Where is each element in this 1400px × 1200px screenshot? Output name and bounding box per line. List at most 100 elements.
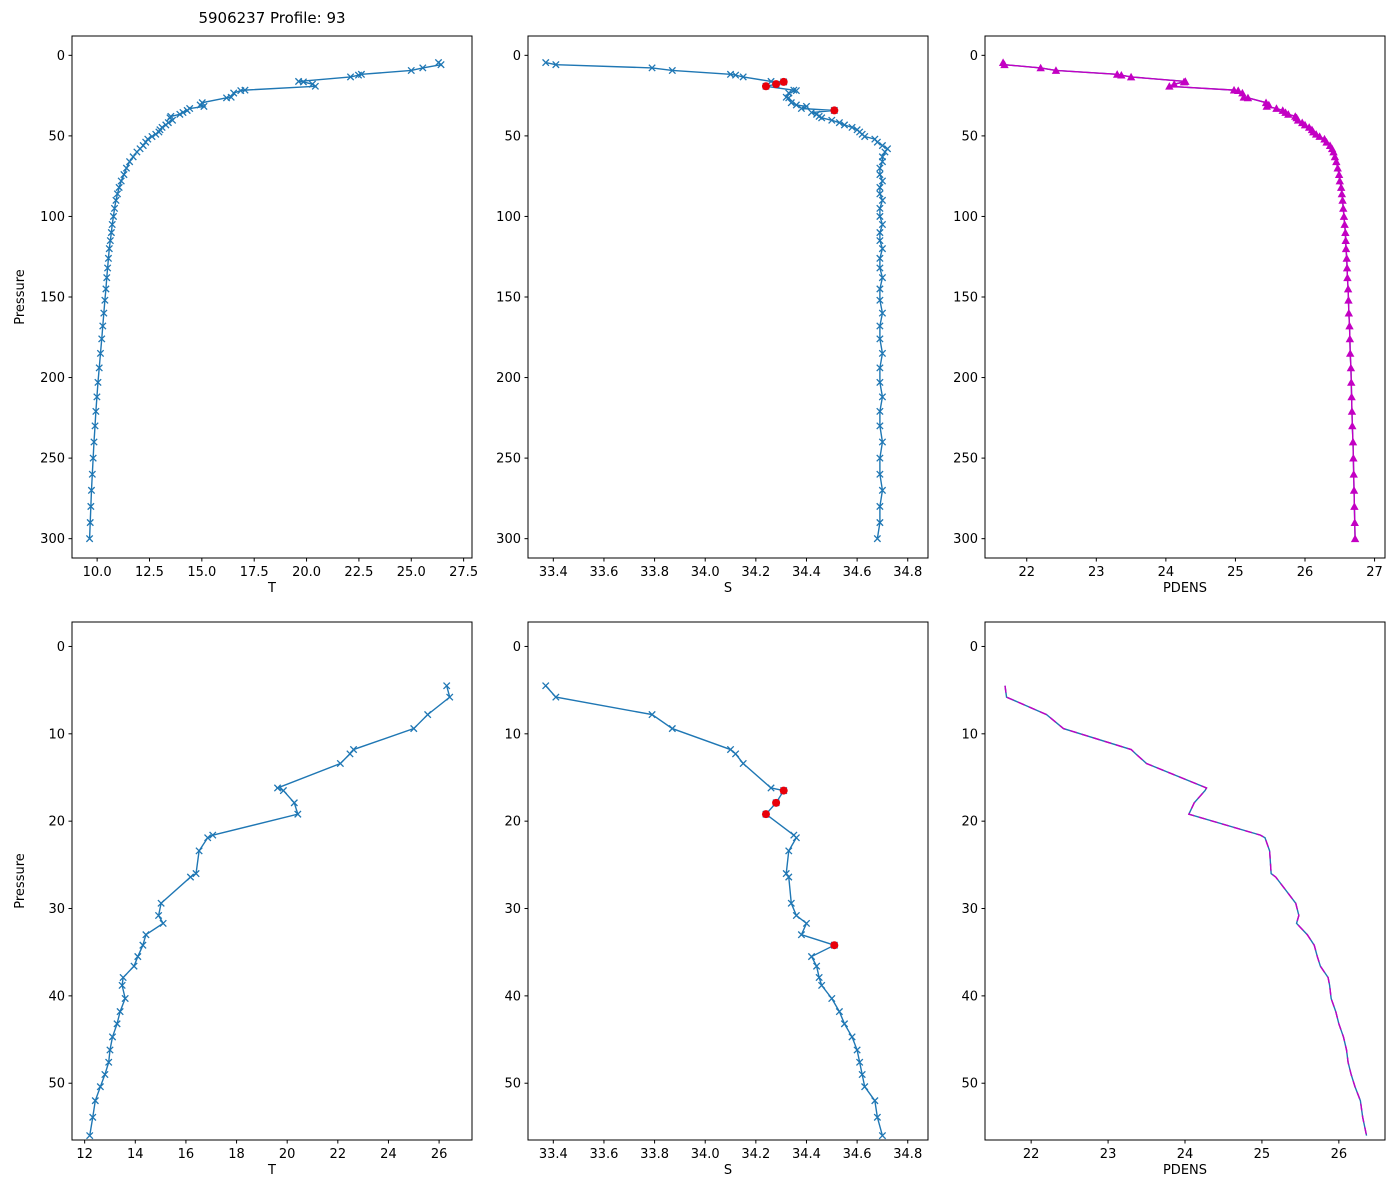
x-marker [815,973,823,982]
chart-svg-temperature-zoom: 12 14 16 18 20 22 24 26 0 10 20 30 40 50 T Pressure [13,621,473,1178]
x-marker [112,196,120,204]
x-tick-label: 16 [178,1147,195,1162]
triangle-marker [1234,86,1243,95]
triangle-marker [1350,518,1359,526]
x-marker [840,1020,849,1028]
x-tick-label: 34.6 [843,1147,872,1162]
x-tick-label: 34.6 [843,565,872,580]
triangle-marker [1333,163,1342,172]
triangle-marker [1342,263,1352,272]
x-tick-label: 25 [1254,1147,1271,1162]
y-tick-label: 30 [48,902,65,917]
series-line-pdens-magenta [1004,685,1368,1136]
triangle-marker [1315,132,1324,140]
panel-salinity-full: 33.4 33.6 33.8 34.0 34.2 34.4 34.6 34.8 0 50 100 15… [456,0,942,604]
x-marker [186,873,195,881]
x-marker [790,86,798,94]
x-marker [878,158,887,166]
x-marker [142,931,150,939]
x-tick-label: 24 [380,1147,397,1162]
x-marker [299,78,308,86]
x-marker [542,58,550,67]
panel-temperature-full: 10.0 12.5 15.0 17.5 20.0 22.5 25.0 27.5 0 50 100 15… [0,0,486,604]
x-marker [108,220,116,229]
chart-svg-salinity-zoom: 33.4 33.6 33.8 34.0 34.2 34.4 34.6 34.8 0 10 20 30 4… [504,621,929,1178]
series-line-t-blue [88,62,443,539]
triangle-marker [1329,147,1338,156]
x-marker [148,132,156,141]
x-tick-label: 33.4 [539,1147,568,1162]
x-marker [407,66,415,75]
x-tick-label: 17.5 [240,565,269,580]
x-marker [125,158,134,166]
triangle-marker [1117,70,1126,79]
x-marker [279,786,288,795]
x-tick-label: 33.6 [589,1147,618,1162]
flagged-point [830,941,839,950]
y-axis-label: Pressure [13,269,28,325]
x-marker [119,973,127,982]
x-marker [881,148,889,156]
triangle-marker [1243,93,1253,102]
triangle-marker [1343,273,1352,282]
y-tick-label: 30 [961,902,978,917]
triangle-marker [1000,60,1009,69]
x-marker [107,228,116,237]
triangle-marker [1336,183,1346,191]
x-axis-label: T [267,1163,276,1178]
y-tick-label: 100 [40,210,65,225]
x-marker [731,750,740,758]
x-marker [876,204,884,213]
triangle-marker [1347,407,1357,415]
x-marker [96,1083,105,1091]
y-tick-label: 150 [953,291,978,306]
x-marker [105,1058,113,1066]
x-marker [162,121,170,129]
y-tick-label: 0 [57,640,65,655]
x-marker [294,810,302,818]
x-tick-label: 34.4 [792,1147,821,1162]
triangle-marker [1338,196,1347,204]
x-marker [87,486,96,494]
x-marker [878,141,887,150]
x-marker [98,335,106,343]
triangle-marker [1350,534,1360,543]
y-tick-label: 40 [48,989,65,1004]
x-marker [419,64,427,72]
x-marker [195,847,203,855]
x-marker [785,873,793,881]
x-marker [168,116,177,124]
x-marker [443,682,451,690]
y-tick-label: 40 [504,989,521,1004]
triangle-marker [1335,176,1344,185]
y-tick-label: 50 [504,1077,521,1092]
x-tick-label: 33.8 [640,565,669,580]
y-tick-label: 10 [961,727,978,742]
x-marker [861,132,869,141]
x-marker [861,1083,869,1091]
x-marker [878,393,887,401]
x-marker [807,952,816,961]
x-marker [87,502,95,511]
x-marker [101,296,109,304]
x-marker [437,61,445,69]
x-marker [102,285,110,293]
triangle-marker [1262,102,1271,110]
x-marker [668,724,676,733]
x-marker [99,322,107,330]
x-marker [807,108,816,117]
y-tick-label: 300 [496,532,521,547]
x-marker [154,911,163,920]
flagged-point [772,798,781,807]
x-marker [227,93,235,101]
triangle-marker [1332,157,1341,166]
y-axis-label: Pressure [13,853,28,909]
x-marker [876,285,884,293]
x-tick-label: 27.5 [449,565,478,580]
x-marker [876,212,884,221]
triangle-marker [1349,486,1359,494]
x-tick-label: 33.8 [640,1147,669,1162]
x-tick-label: 34.8 [893,1147,922,1162]
triangle-marker [1339,212,1349,220]
